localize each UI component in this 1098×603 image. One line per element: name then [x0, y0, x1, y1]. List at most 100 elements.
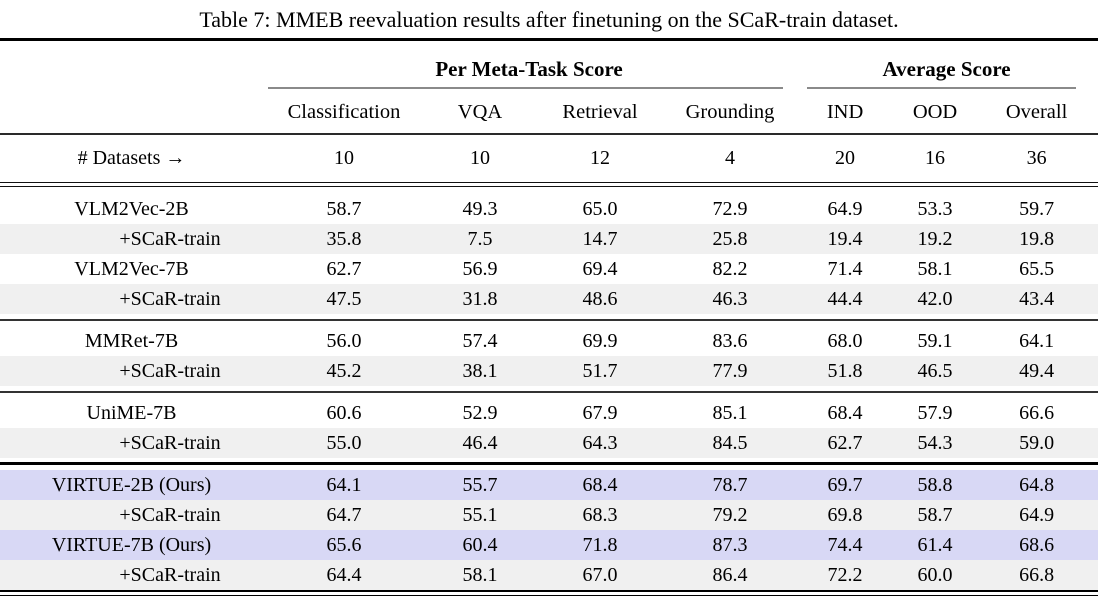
col-header-ood: OOD: [912, 100, 958, 123]
col-header-overall: Overall: [1005, 100, 1068, 123]
score-cell: 68.6: [1019, 533, 1055, 556]
header-double-rule-row: [0, 179, 1098, 194]
score-cell: 79.2: [712, 503, 748, 526]
datasets-count: 10: [470, 147, 490, 169]
col-header-retrieval: Retrieval: [562, 100, 638, 123]
score-cell: 57.9: [917, 401, 953, 424]
score-cell: 7.5: [467, 227, 493, 250]
bottom-rule-row: [0, 590, 1098, 603]
section-rule-row: [0, 458, 1098, 470]
table-row: MMRet-7B 56.0 57.4 69.9 83.6 68.0 59.1 64.1: [0, 326, 1098, 356]
table-row: +SCaR-train 45.2 38.1 51.7 77.9 51.8 46.5 49.4: [0, 356, 1098, 386]
score-cell: 68.0: [827, 329, 863, 352]
score-cell: 55.1: [462, 503, 498, 526]
section-rule-row: [0, 386, 1098, 398]
score-cell: 46.4: [462, 431, 498, 454]
score-cell: 43.4: [1019, 287, 1055, 310]
double-rule: [0, 182, 1098, 187]
table-row: VIRTUE-2B (Ours) 64.1 55.7 68.4 78.7 69.7 58.8…: [0, 470, 1098, 500]
score-cell: 68.4: [582, 473, 618, 496]
row-label-scar-train: +SCaR-train: [119, 227, 221, 250]
score-cell: 47.5: [326, 287, 362, 310]
table-row: +SCaR-train 64.4 58.1 67.0 86.4 72.2 60.0 66.8: [0, 560, 1098, 590]
group-header-per-meta-task: Per Meta-Task Score: [435, 57, 623, 81]
score-cell: 54.3: [917, 431, 953, 454]
row-label-scar-train: +SCaR-train: [119, 431, 221, 454]
score-cell: 14.7: [582, 227, 618, 250]
score-cell: 71.8: [582, 533, 618, 556]
row-label-model: VIRTUE-2B (Ours): [51, 473, 212, 496]
table-row: +SCaR-train 64.7 55.1 68.3 79.2 69.8 58.7 64.9: [0, 500, 1098, 530]
datasets-count: 4: [725, 147, 736, 169]
score-cell: 46.3: [712, 287, 748, 310]
datasets-count: 12: [590, 147, 610, 169]
table-row: UniME-7B 60.6 52.9 67.9 85.1 68.4 57.9 66.6: [0, 398, 1098, 428]
col-header-vqa: VQA: [457, 100, 503, 123]
score-cell: 49.3: [462, 197, 498, 220]
score-cell: 72.2: [827, 563, 863, 586]
score-cell: 66.8: [1019, 563, 1055, 586]
score-cell: 87.3: [712, 533, 748, 556]
score-cell: 77.9: [712, 359, 748, 382]
score-cell: 65.0: [582, 197, 618, 220]
section-divider-rule: [0, 319, 1098, 321]
score-cell: 65.6: [326, 533, 362, 556]
score-cell: 83.6: [712, 329, 748, 352]
header-midrule: [0, 133, 1098, 135]
score-cell: 67.9: [582, 401, 618, 424]
score-cell: 49.4: [1019, 359, 1055, 382]
row-label-scar-train: +SCaR-train: [119, 503, 221, 526]
score-cell: 52.9: [462, 401, 498, 424]
score-cell: 55.0: [326, 431, 362, 454]
score-cell: 59.7: [1019, 197, 1055, 220]
score-cell: 64.7: [326, 503, 362, 526]
group-header-average-score: Average Score: [882, 57, 1011, 81]
score-cell: 69.8: [827, 503, 863, 526]
datasets-count: 36: [1026, 147, 1047, 169]
row-label-model: UniME-7B: [86, 401, 177, 424]
row-label-model: VIRTUE-7B (Ours): [51, 533, 212, 556]
score-cell: 69.7: [827, 473, 863, 496]
score-cell: 62.7: [827, 431, 863, 454]
score-cell: 51.7: [582, 359, 618, 382]
score-cell: 69.9: [582, 329, 618, 352]
score-cell: 64.1: [1019, 329, 1055, 352]
score-cell: 44.4: [827, 287, 863, 310]
col-header-ind: IND: [826, 100, 864, 123]
group-header-row: Per Meta-Task Score Average Score: [0, 40, 1098, 85]
score-cell: 58.7: [917, 503, 953, 526]
score-cell: 67.0: [582, 563, 618, 586]
score-cell: 55.7: [462, 473, 498, 496]
score-cell: 53.3: [917, 197, 953, 220]
row-label-scar-train: +SCaR-train: [119, 287, 221, 310]
score-cell: 25.8: [712, 227, 748, 250]
score-cell: 65.5: [1019, 257, 1055, 280]
score-cell: 78.7: [712, 473, 748, 496]
datasets-count: 16: [925, 147, 946, 169]
score-cell: 58.1: [462, 563, 498, 586]
col-header-grounding: Grounding: [685, 100, 775, 123]
datasets-row: # Datasets → 10 10 12 4 20 16 36: [0, 138, 1098, 179]
score-cell: 59.1: [917, 329, 953, 352]
table-caption: Table 7: MMEB reevaluation results after…: [199, 7, 899, 32]
score-cell: 56.9: [462, 257, 498, 280]
section-divider-rule: [0, 462, 1098, 465]
score-cell: 19.8: [1019, 227, 1055, 250]
score-cell: 64.1: [326, 473, 362, 496]
right-arrow-glyph: →: [165, 147, 186, 169]
score-cell: 68.4: [827, 401, 863, 424]
score-cell: 31.8: [462, 287, 498, 310]
score-cell: 45.2: [326, 359, 362, 382]
bottom-double-rule: [0, 590, 1098, 596]
score-cell: 66.6: [1019, 401, 1055, 424]
score-cell: 82.2: [712, 257, 748, 280]
score-cell: 59.0: [1019, 431, 1055, 454]
score-cell: 64.8: [1019, 473, 1055, 496]
score-cell: 74.4: [827, 533, 863, 556]
row-label-scar-train: +SCaR-train: [119, 563, 221, 586]
score-cell: 19.4: [827, 227, 863, 250]
row-label-model: VLM2Vec-2B: [74, 197, 189, 220]
row-label-model: VLM2Vec-7B: [74, 257, 189, 280]
score-cell: 42.0: [917, 287, 953, 310]
score-cell: 60.6: [326, 401, 362, 424]
